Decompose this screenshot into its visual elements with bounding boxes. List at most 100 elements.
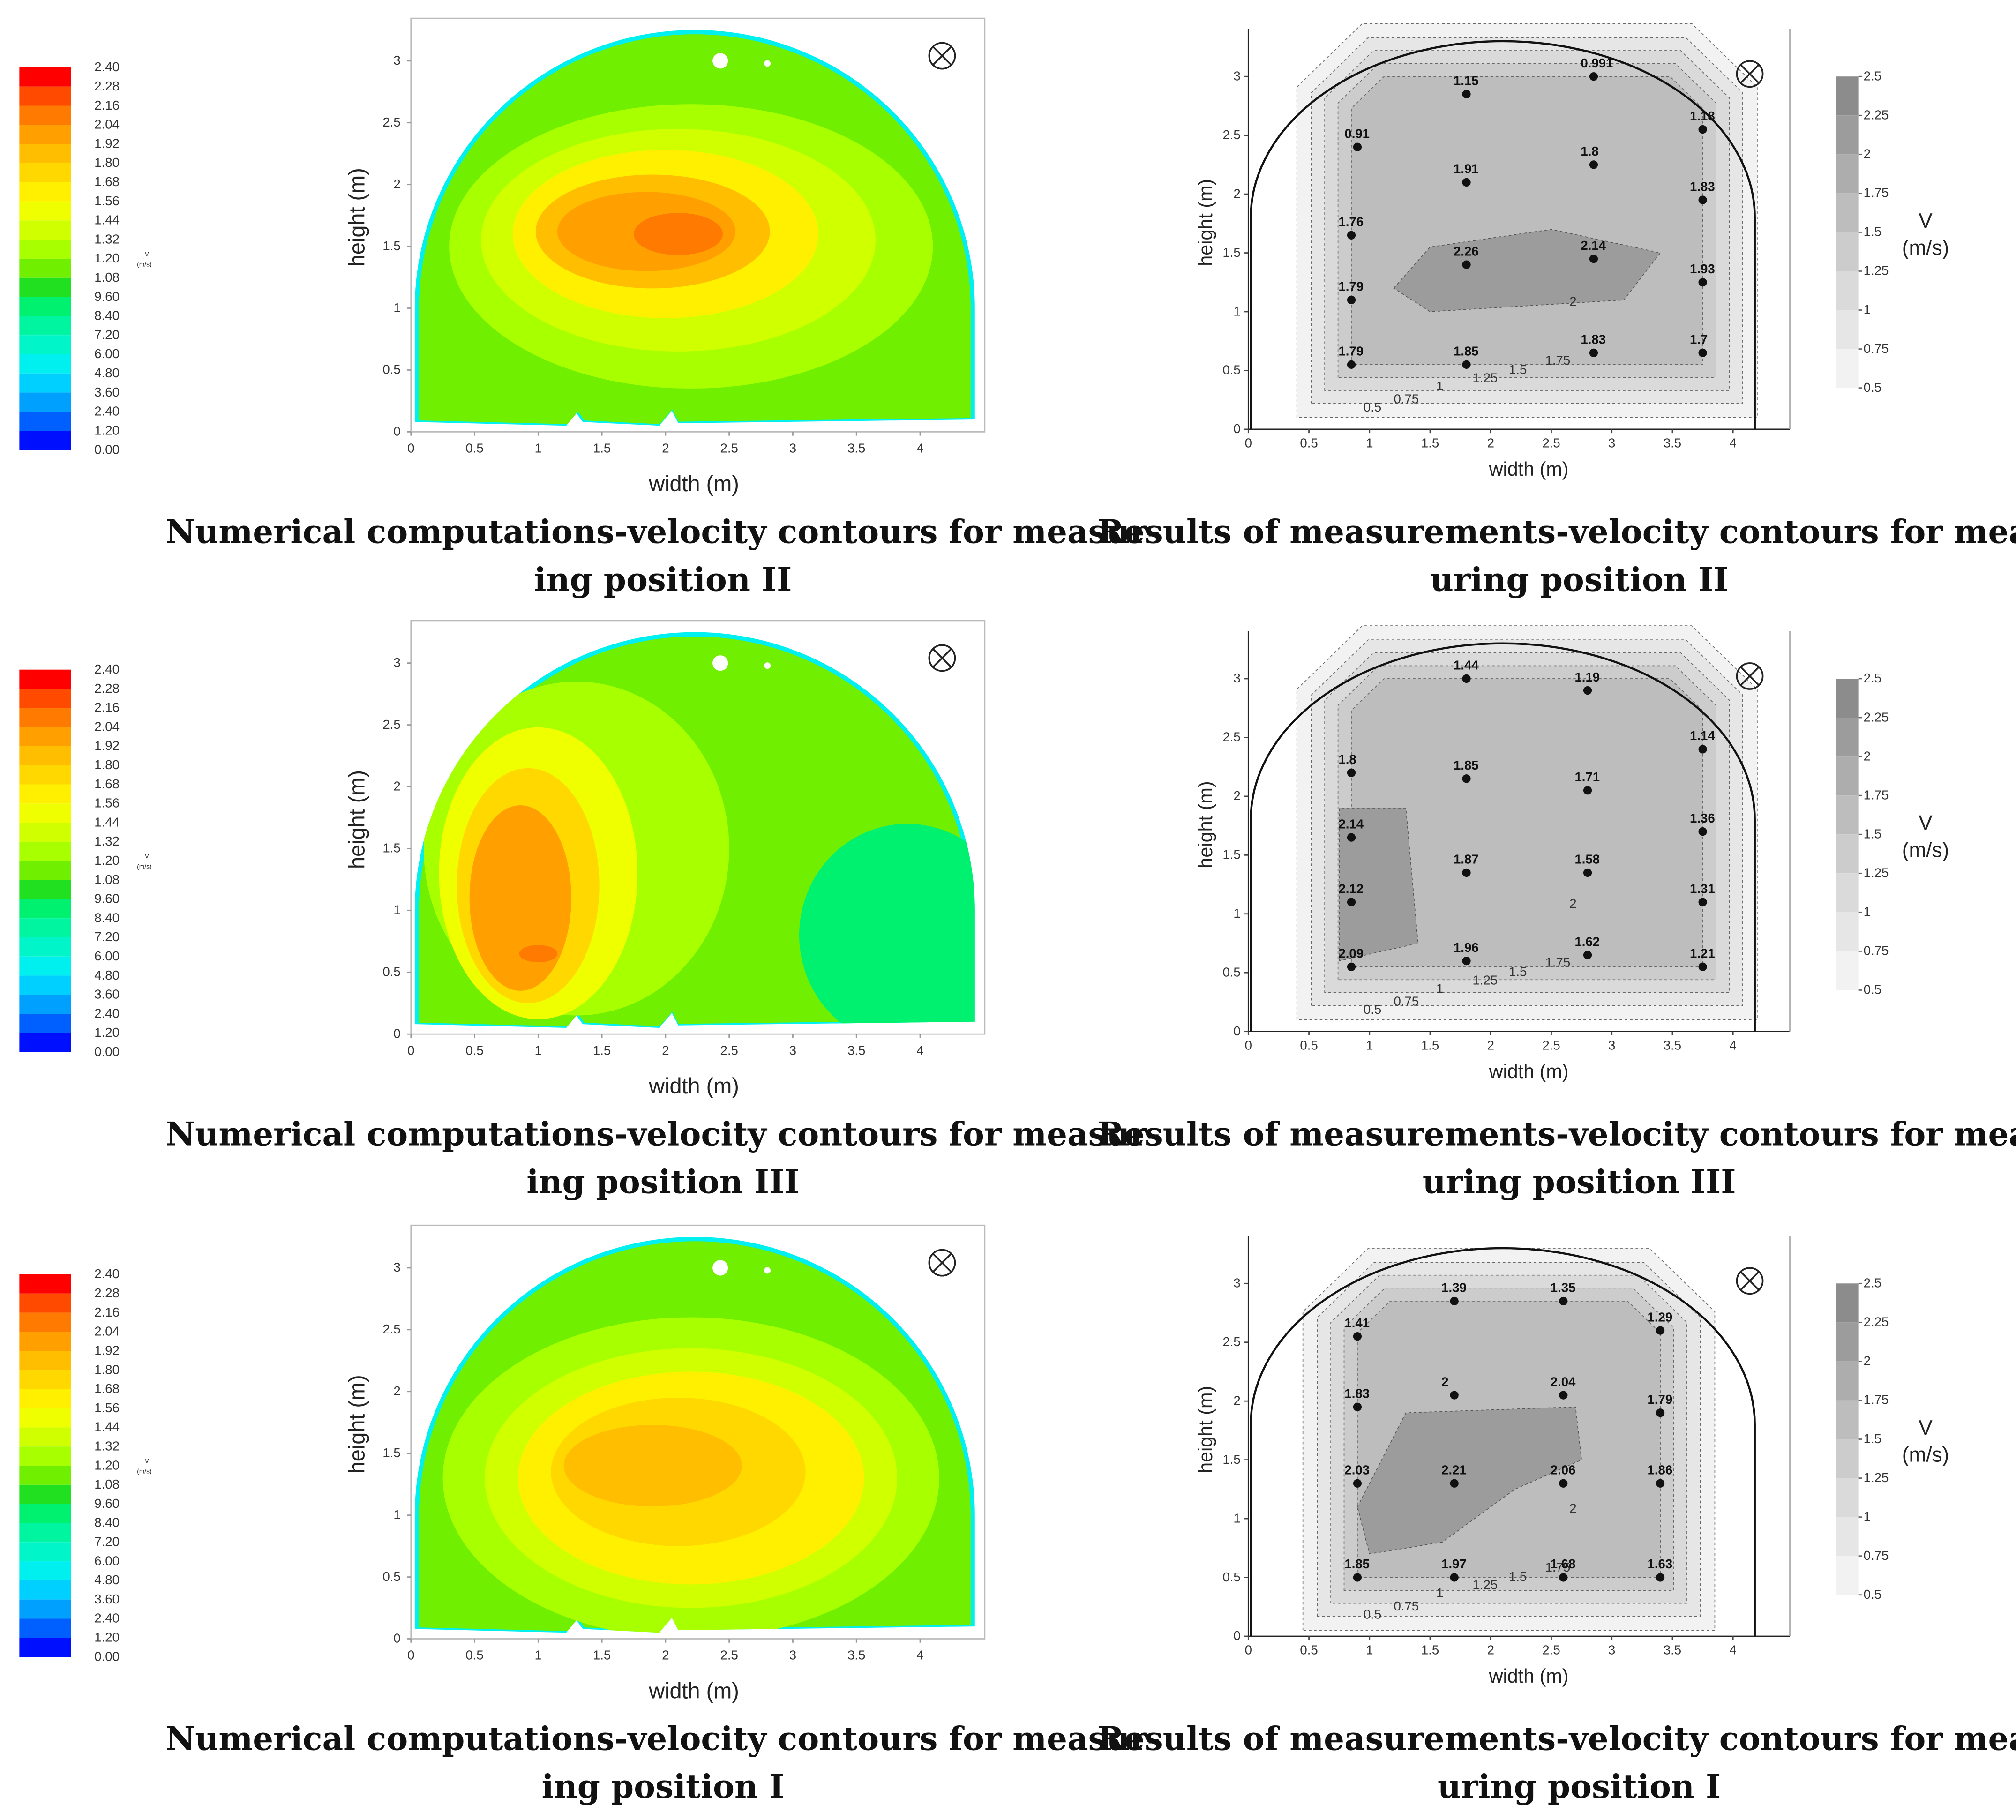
colorbar-label: 6.00 <box>94 949 120 963</box>
panel: 2.40 2.28 2.16 2.04 1.92 1.80 1.68 1.56 1.44 1.32… <box>19 620 1160 1201</box>
legend-unit: (m/s) <box>1902 1444 1949 1467</box>
point-label: 1.62 <box>1574 934 1600 949</box>
y-tick-label: 2 <box>393 779 400 794</box>
colorbar-label: 7.20 <box>94 327 120 342</box>
y-tick-label: 0.5 <box>382 965 400 979</box>
colorbar-label: 1.20 <box>94 853 120 868</box>
colorbar-band <box>19 220 71 240</box>
point-label: 1.18 <box>1690 109 1715 123</box>
y-tick-label: 0 <box>393 424 400 439</box>
x-tick-label: 2 <box>1487 435 1494 450</box>
colorbar-band <box>19 431 71 450</box>
point-label: 2.06 <box>1551 1463 1576 1477</box>
colorbar-band <box>1836 951 1859 990</box>
measure-point <box>1462 90 1471 98</box>
colorbar-band <box>19 1351 71 1371</box>
colorbar-band <box>19 823 71 842</box>
x-tick-label: 0.5 <box>1300 1643 1318 1657</box>
point-label: 2.09 <box>1338 946 1364 960</box>
colorbar-label: 1.20 <box>94 251 120 265</box>
y-axis-label: height (m) <box>345 770 369 869</box>
flow-symbol <box>1736 60 1764 88</box>
x-tick-label: 4 <box>1730 435 1737 450</box>
x-tick-label: 0.5 <box>465 441 483 456</box>
colorbar-label: 1.5 <box>1864 826 1881 841</box>
colorbar-band <box>19 669 71 689</box>
point-label: 1.86 <box>1648 1463 1673 1477</box>
colorbar-band <box>1836 76 1859 116</box>
colorbar-label: 6.00 <box>94 346 120 361</box>
measure-point <box>1583 951 1592 959</box>
contour-label: 0.75 <box>1394 1599 1419 1613</box>
point-label: 1.7 <box>1690 332 1708 346</box>
x-tick-label: 1.5 <box>1421 1038 1439 1052</box>
point-label: 1.58 <box>1574 852 1600 867</box>
contour-label: 2 <box>1569 294 1576 308</box>
colorbar-band <box>19 125 71 144</box>
colorbar-label: 4.80 <box>94 1573 120 1587</box>
colorbar-band <box>19 937 71 957</box>
y-tick-label: 1.5 <box>382 239 400 253</box>
colorbar-label: 2 <box>1864 1354 1871 1368</box>
y-tick-label: 1.5 <box>1222 847 1240 862</box>
colorbar-band <box>19 746 71 765</box>
colorbar-label: 2.5 <box>1864 68 1881 83</box>
colorbar-label: 2.40 <box>94 404 120 419</box>
x-tick-label: 3.5 <box>847 1648 865 1663</box>
colorbar-band <box>19 354 71 374</box>
colorbar-band <box>19 880 71 899</box>
colorbar-band <box>19 392 71 412</box>
point-label: 1.87 <box>1454 852 1479 867</box>
caption: uring position III <box>1423 1163 1736 1201</box>
colorbar-label: 8.40 <box>94 910 120 925</box>
point-label: 1.71 <box>1574 770 1600 784</box>
x-tick-label: 3 <box>789 441 796 456</box>
contour-label: 1.75 <box>1545 1560 1571 1574</box>
point-label: 1.83 <box>1344 1386 1370 1401</box>
colorbar-label: 2.25 <box>1864 1315 1889 1329</box>
x-tick-label: 0.5 <box>465 1648 483 1663</box>
colorbar-band <box>19 1389 71 1408</box>
caption: uring position I <box>1438 1768 1721 1806</box>
colorbar-label: 3.60 <box>94 385 120 399</box>
contour-region <box>469 805 571 991</box>
colorbar-band <box>19 784 71 804</box>
point-label: 1.93 <box>1690 262 1715 276</box>
colorbar-label: 1.5 <box>1864 1431 1881 1446</box>
point-label: 1.83 <box>1581 332 1606 346</box>
colorbar-band <box>19 163 71 182</box>
colorbar-label: 7.20 <box>94 1535 120 1549</box>
legend-title: V <box>1919 812 1933 835</box>
contour-label: 1.5 <box>1509 965 1527 979</box>
colorbar-band <box>19 727 71 746</box>
colorbar-label: 4.80 <box>94 366 120 380</box>
colorbar-band <box>19 182 71 202</box>
point-label: 1.14 <box>1690 728 1715 743</box>
colorbar-label: 1.32 <box>94 232 120 246</box>
x-tick-label: 2 <box>662 1648 669 1663</box>
colorbar-label: 1.08 <box>94 1477 120 1491</box>
x-tick-label: 0.5 <box>465 1043 483 1057</box>
colorbar-band <box>1836 912 1859 951</box>
colorbar-band <box>19 86 71 106</box>
measure-point <box>1347 231 1356 240</box>
colorbar-band <box>19 1033 71 1052</box>
colorbar-band <box>19 803 71 823</box>
colorbar-band <box>19 1014 71 1033</box>
colorbar-band <box>19 201 71 221</box>
colorbar-band <box>19 1638 71 1657</box>
y-tick-label: 1 <box>393 1507 400 1522</box>
point-label: 0.91 <box>1344 126 1370 141</box>
colorbar-band <box>19 918 71 937</box>
measure-point <box>1347 768 1356 777</box>
colorbar-label: 1.75 <box>1864 787 1889 802</box>
point-label: 2.14 <box>1581 238 1606 253</box>
colorbar-band <box>19 1274 71 1294</box>
contour-label: 1.75 <box>1545 353 1571 367</box>
x-tick-label: 3.5 <box>1664 1038 1681 1052</box>
colorbar-band <box>19 765 71 785</box>
contour-label: 1 <box>1436 379 1443 393</box>
point-label: 1.36 <box>1690 811 1715 825</box>
flow-symbol-cross <box>932 46 952 66</box>
colorbar-label: 2.28 <box>94 79 120 93</box>
